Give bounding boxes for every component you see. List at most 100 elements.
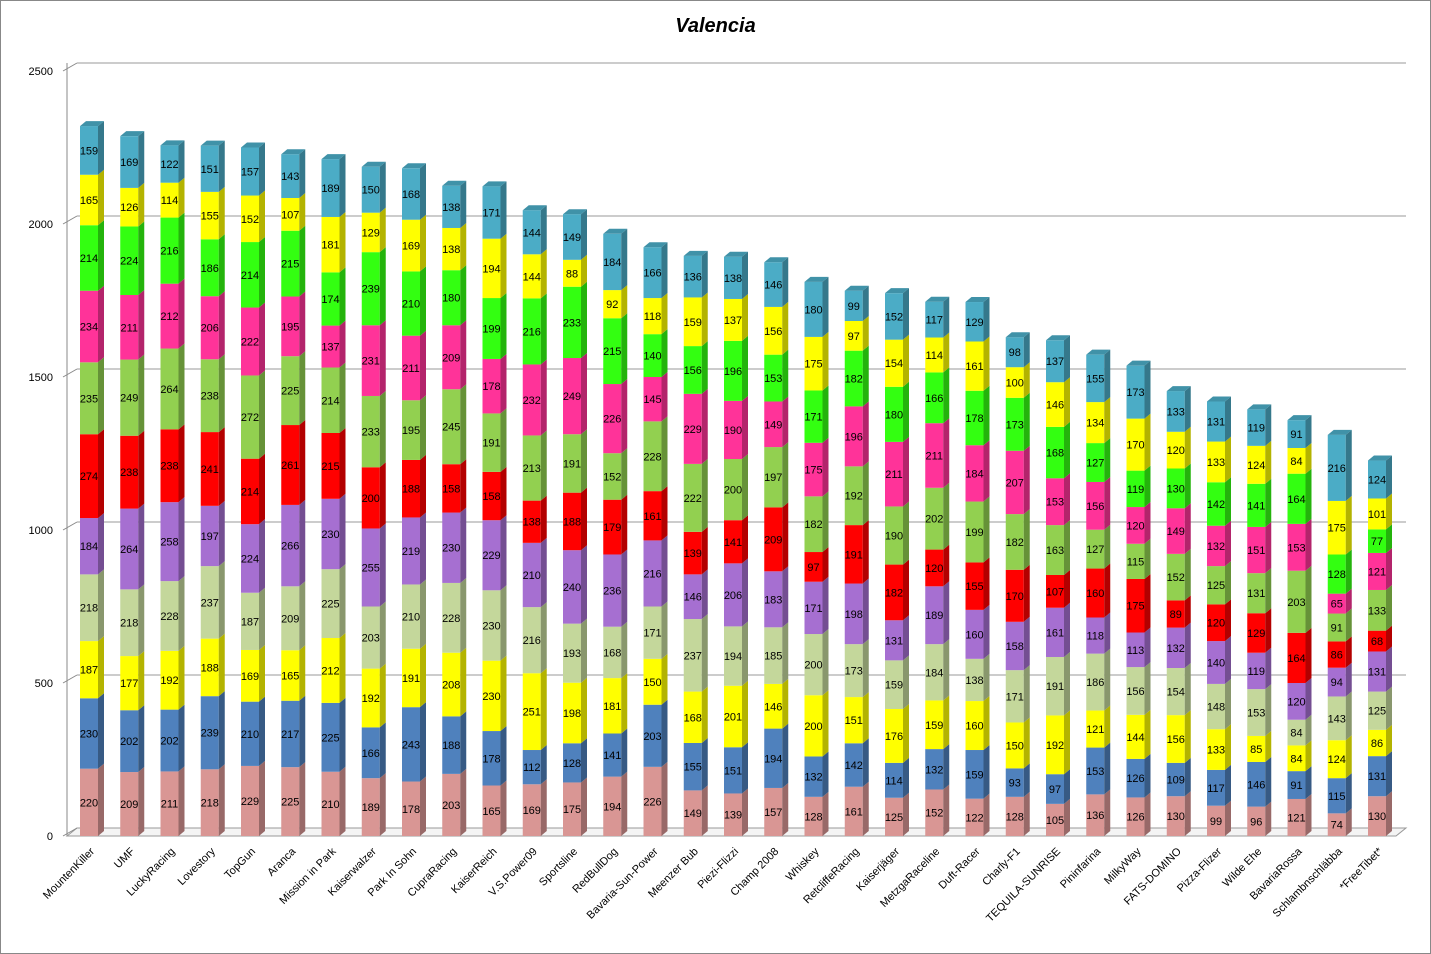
bar-segment: [442, 185, 461, 228]
data-label: 216: [1328, 463, 1346, 475]
bar-segment: [1126, 797, 1145, 836]
bar-segment-side: [1386, 455, 1392, 499]
bar-segment-side: [1144, 360, 1151, 419]
data-label: 210: [523, 570, 541, 582]
data-label: 215: [321, 461, 339, 473]
bar-top: [402, 163, 426, 169]
data-label: 97: [848, 331, 860, 343]
bar-segment-side: [903, 704, 909, 763]
bar-segment: [603, 384, 622, 454]
bar-segment: [1368, 756, 1386, 797]
bar-segment: [1005, 796, 1024, 836]
bar-segment-side: [983, 496, 990, 563]
bar-segment-side: [460, 577, 467, 653]
bar-segment-side: [1023, 791, 1030, 836]
data-label: 121: [1368, 566, 1386, 578]
bar-segment-side: [500, 655, 507, 732]
data-label: 197: [764, 472, 782, 484]
bar-segment-side: [903, 436, 909, 507]
data-label: 187: [241, 616, 259, 628]
bar-segment-side: [299, 192, 306, 231]
bar-segment: [160, 709, 179, 772]
data-label: 137: [321, 342, 339, 354]
bar-segment: [1166, 553, 1185, 601]
bar-segment: [200, 432, 219, 506]
bar-segment-side: [138, 503, 145, 590]
bar-segment: [522, 210, 541, 255]
bar-segment-side: [420, 395, 426, 460]
bar-segment-side: [1184, 710, 1191, 763]
data-label: 176: [885, 731, 903, 743]
bar-segment-side: [701, 526, 708, 575]
bar-segment: [1368, 589, 1386, 631]
bar-segment-side: [218, 561, 225, 639]
bar-segment: [804, 552, 823, 582]
data-label: 214: [241, 486, 259, 498]
data-label: 133: [1207, 457, 1225, 469]
data-label: 200: [804, 721, 822, 733]
data-label: 224: [120, 256, 138, 268]
data-label: 150: [362, 185, 380, 197]
bar-segment: [1046, 715, 1064, 775]
bar-segment: [402, 459, 420, 518]
bar-segment: [844, 321, 863, 351]
data-label: 161: [845, 806, 863, 818]
bar-segment: [603, 554, 622, 627]
bar-segment: [1046, 656, 1064, 716]
bar-top: [724, 251, 748, 257]
bar-segment: [563, 743, 581, 783]
bar-segment-side: [782, 301, 789, 355]
bar-top: [965, 297, 990, 303]
data-label: 74: [1331, 820, 1343, 832]
bar-segment: [522, 542, 541, 608]
data-label: 141: [724, 537, 742, 549]
bar-segment-side: [742, 395, 748, 460]
data-label: 99: [1210, 816, 1222, 828]
bar-segment: [1086, 710, 1105, 748]
bar-segment: [80, 768, 98, 836]
bar-segment-side: [943, 581, 950, 645]
bar-segment: [1287, 420, 1306, 448]
data-label: 249: [563, 391, 581, 403]
bar-segment-side: [862, 316, 869, 351]
bar-segment: [563, 259, 581, 287]
bar-segment: [482, 471, 501, 521]
bar-segment: [885, 709, 903, 763]
bar-segment: [522, 500, 541, 543]
bar-segment: [442, 652, 461, 717]
bar-segment: [965, 501, 984, 563]
bar-segment-side: [621, 448, 628, 500]
data-label: 133: [1167, 406, 1185, 418]
data-label: 188: [201, 662, 219, 674]
bar-segment: [1368, 729, 1386, 757]
bar-segment: [442, 227, 461, 271]
bar-segment: [643, 658, 662, 705]
bar-segment: [200, 296, 219, 360]
bar-segment-side: [1184, 663, 1191, 716]
bar-segment-side: [379, 722, 386, 779]
data-label: 241: [201, 464, 219, 476]
bar-segment: [200, 638, 219, 697]
data-label: 225: [321, 732, 339, 744]
bar-segment: [361, 528, 380, 607]
bar-segment: [764, 787, 783, 836]
bar-segment-side: [903, 655, 909, 710]
bar-segment-side: [903, 334, 909, 387]
bar-segment-side: [701, 686, 708, 743]
x-category-label: Sportsline: [537, 846, 580, 889]
bar-segment-side: [460, 180, 467, 228]
bar-segment: [120, 435, 139, 509]
bar-top: [321, 154, 346, 160]
bar-segment-side: [1265, 521, 1272, 574]
bar-segment: [120, 187, 139, 227]
bar-segment-side: [540, 779, 547, 836]
data-label: 203: [442, 800, 460, 812]
bar-segment: [442, 464, 461, 513]
bar-segment: [80, 574, 98, 642]
bar-segment: [643, 704, 662, 767]
data-label: 119: [1247, 666, 1265, 678]
bar-top: [1368, 455, 1392, 461]
bar-segment-side: [742, 621, 748, 686]
bar-segment-side: [581, 281, 587, 359]
data-label: 155: [201, 211, 219, 223]
